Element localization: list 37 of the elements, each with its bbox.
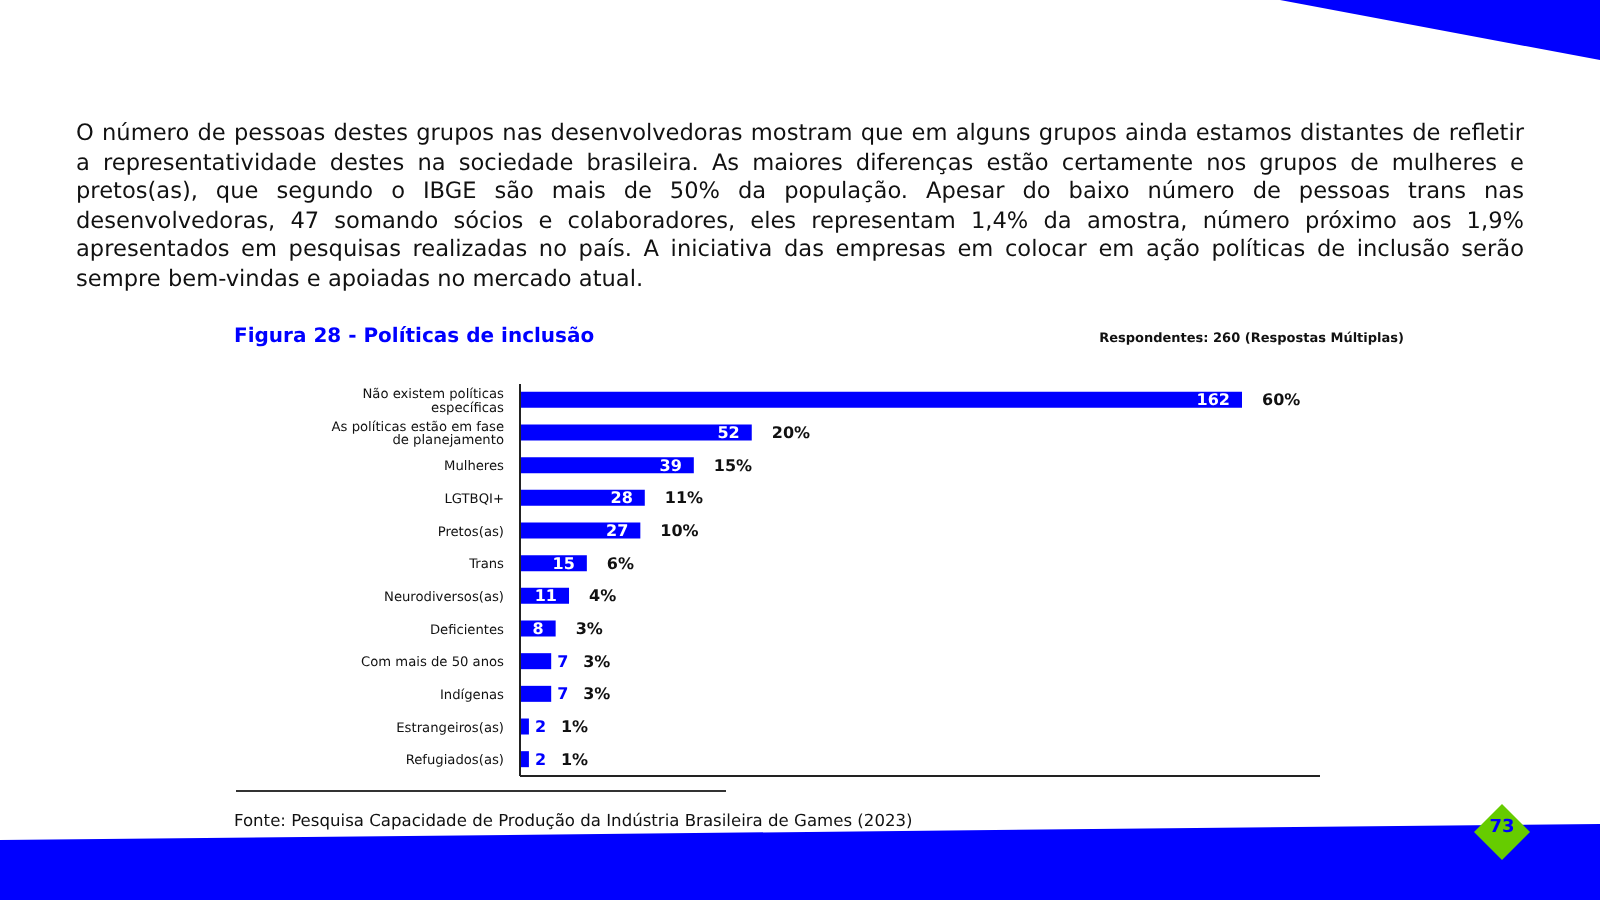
bar [520, 751, 529, 768]
bar [520, 424, 752, 441]
bar [520, 522, 641, 539]
annotation: 4% [589, 587, 617, 606]
annotation: 1% [560, 750, 589, 769]
data-label: 7 [557, 685, 569, 704]
data-label: 39 [659, 456, 683, 475]
annotation: 3% [583, 685, 611, 704]
text: O número de pessoas destes grupos nas desenvolvedoras mostram que em alguns grupos ainda estamos distantes de refletir a representatividade destes na sociedade brasileira. As maiores diferenças estão certamente nos grupos de mulheres e pretos(as), que segundo o IBGE são mais de 50% da população. Apesar do baixo número de pessoas trans nas desenvolvedoras, 47 somando sócios e colaboradores, eles representam 1,4% da amostra, número próximo aos 1,9% apresentados em pesquisas realizadas no país. A iniciativa das empresas em colocar em ação políticas de inclusão serão sempre bem-vindas e apoiadas no mercado atual. [76, 120, 1524, 296]
data-label: 11 [534, 587, 558, 606]
annotation: 3% [575, 620, 603, 639]
bar [520, 457, 694, 474]
annotation: 60% [1262, 391, 1301, 410]
source-note: Fonte: Pesquisa Capacidade de Produção da Indústria Brasileira de Games (2023) [234, 810, 913, 830]
data-label: 2 [534, 750, 547, 769]
chart-title: Figura 28 - Políticas de inclusão [234, 326, 595, 348]
annotation: 11% [664, 489, 704, 508]
data-label: 8 [532, 620, 545, 639]
annotation: 1% [560, 718, 589, 737]
annotation: 6% [606, 554, 635, 573]
text: 73 [1487, 818, 1517, 838]
data-label: 27 [606, 522, 629, 541]
data-label: 162 [1196, 391, 1230, 410]
bar [520, 391, 1242, 408]
annotation: 3% [583, 652, 611, 671]
data-label: 2 [534, 718, 547, 737]
data-label: 15 [552, 554, 576, 573]
data-label: 28 [610, 489, 634, 508]
annotation: 20% [771, 424, 811, 443]
bar [520, 718, 529, 735]
annotation: 10% [660, 522, 699, 541]
annotation: 15% [713, 456, 753, 475]
bar [520, 685, 552, 702]
data-label: 52 [717, 424, 740, 443]
bar [520, 653, 552, 670]
data-label: 7 [557, 652, 569, 671]
bar [520, 489, 645, 506]
